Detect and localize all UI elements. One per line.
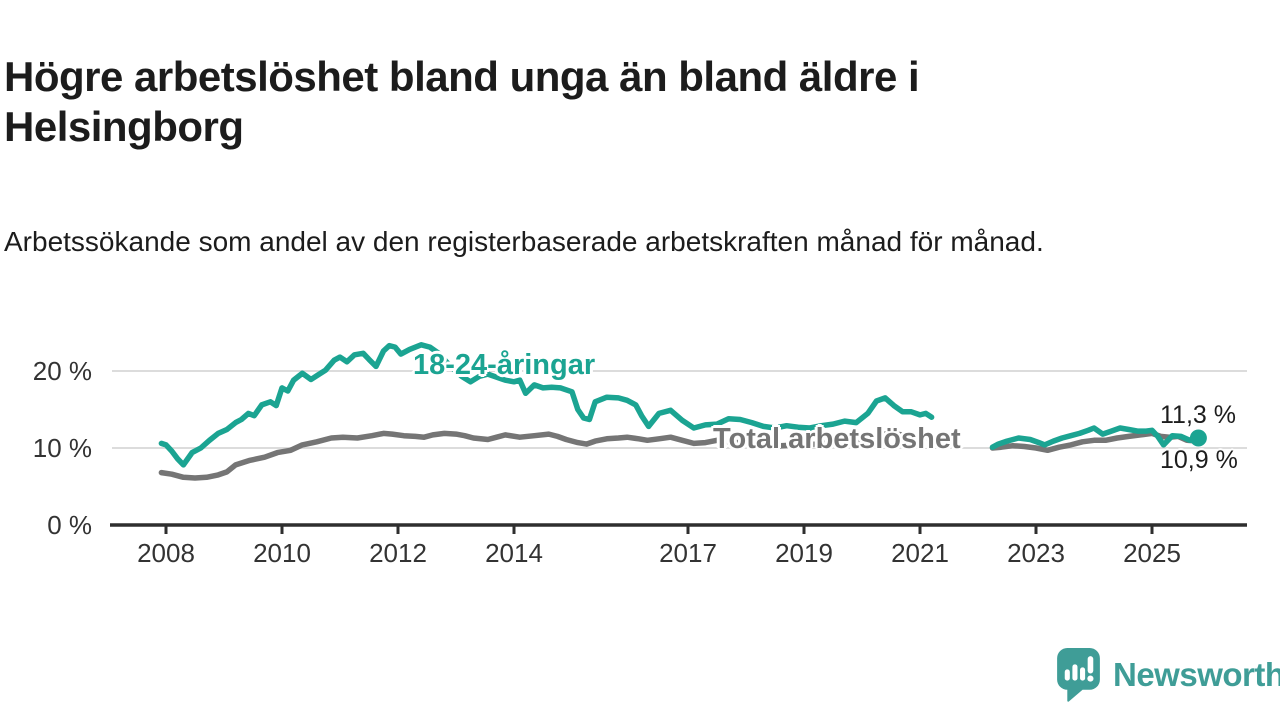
series-label-total: Total arbetslöshet — [713, 423, 961, 455]
y-tick-label: 20 % — [32, 356, 92, 386]
y-tick-label: 10 % — [32, 433, 92, 463]
x-tick-label: 2012 — [369, 538, 427, 568]
newsworthy-chart-bubble-icon — [1056, 647, 1101, 702]
end-value-label-total: 10,9 % — [1160, 446, 1238, 474]
newsworthy-logo: Newsworthy — [1056, 647, 1280, 702]
series-end-dot — [1189, 429, 1207, 447]
x-tick-label: 2014 — [485, 538, 543, 568]
page-subtitle: Arbetssökande som andel av den registerb… — [4, 226, 1044, 257]
x-tick-label: 2019 — [775, 538, 833, 568]
series-line-1 — [158, 342, 935, 468]
x-tick-label: 2008 — [137, 538, 195, 568]
page-title: Högre arbetslöshet bland unga än bland ä… — [4, 53, 920, 151]
x-tick-label: 2023 — [1007, 538, 1065, 568]
x-tick-label: 2017 — [659, 538, 717, 568]
end-value-label-youth: 11,3 % — [1160, 401, 1236, 429]
series-line-0 — [158, 430, 935, 481]
x-tick-label: 2021 — [891, 538, 949, 568]
x-tick-label: 2010 — [253, 538, 311, 568]
series-label-youth: 18-24-åringar — [413, 349, 596, 381]
newsworthy-logo-text: Newsworthy — [1113, 656, 1280, 693]
y-tick-label: 0 % — [47, 510, 92, 540]
x-tick-label: 2025 — [1123, 538, 1181, 568]
series-line-1 — [989, 425, 1202, 450]
